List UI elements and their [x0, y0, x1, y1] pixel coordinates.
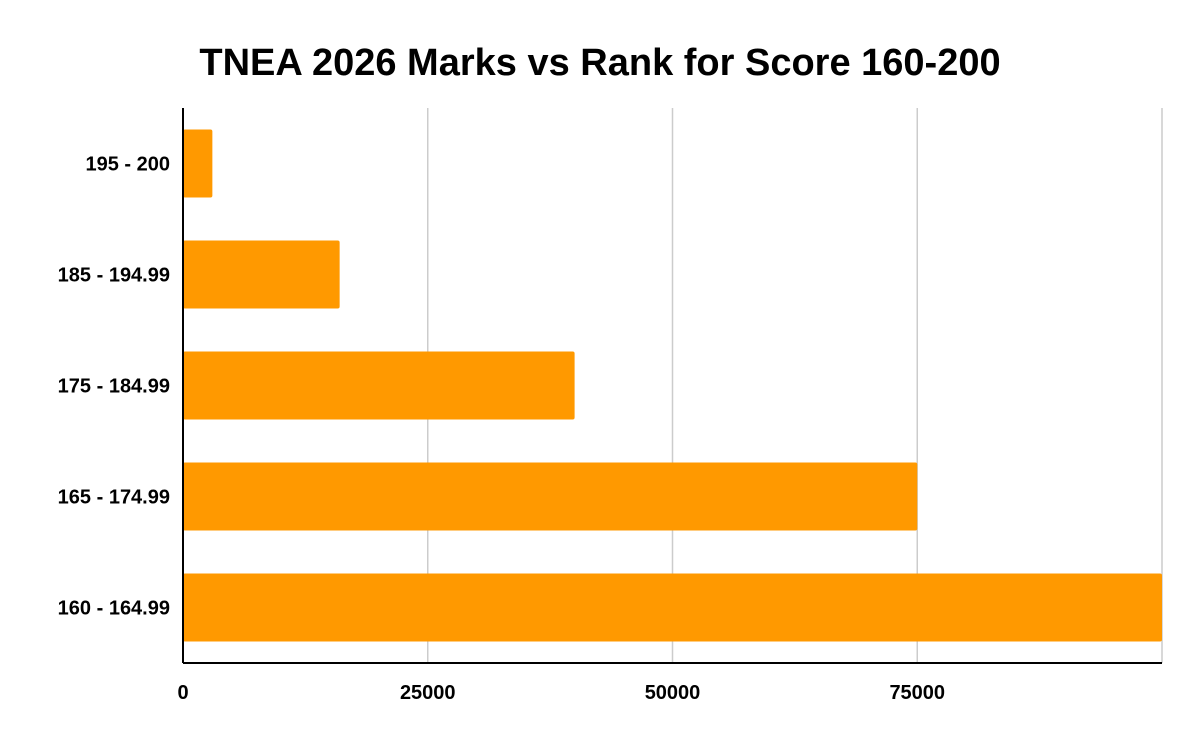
- category-label: 185 - 194.99: [58, 265, 170, 287]
- bar: [183, 240, 340, 309]
- category-label: 160 - 164.99: [58, 598, 170, 620]
- axes: [182, 108, 1162, 664]
- category-label: 165 - 174.99: [58, 487, 170, 509]
- x-tick-labels: 0 25000 50000 75000: [177, 682, 945, 704]
- category-labels: 195 - 200 185 - 194.99 175 - 184.99 165 - 1…: [58, 154, 170, 620]
- bar: [183, 129, 213, 198]
- x-tick-label: 0: [177, 682, 188, 704]
- bar: [183, 351, 575, 420]
- category-label: 195 - 200: [85, 154, 170, 176]
- bar: [183, 573, 1162, 642]
- chart-title: TNEA 2026 Marks vs Rank for Score 160-20…: [199, 42, 1000, 84]
- x-tick-label: 50000: [645, 682, 701, 704]
- x-tick-label: 75000: [889, 682, 945, 704]
- x-tick-label: 25000: [400, 682, 456, 704]
- bars: [183, 129, 1162, 642]
- bar: [183, 462, 918, 531]
- category-label: 175 - 184.99: [58, 376, 170, 398]
